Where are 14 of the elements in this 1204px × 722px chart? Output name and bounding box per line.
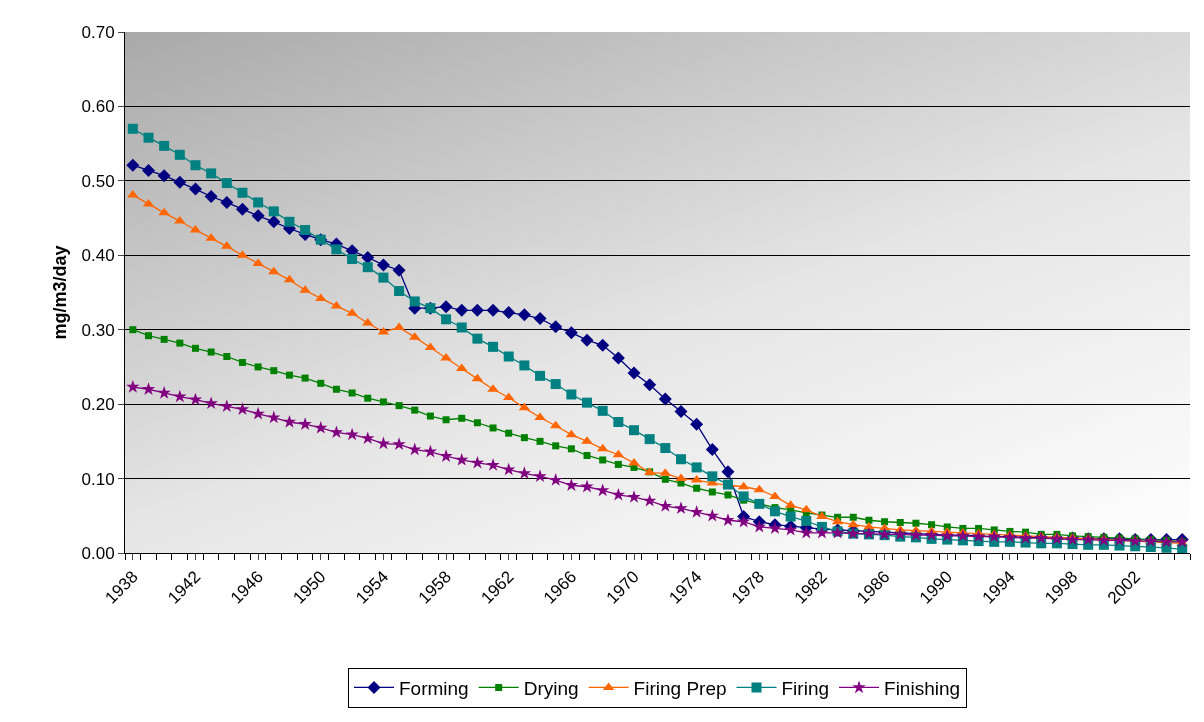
y-axis-title: mg/m3/day — [49, 245, 70, 340]
y-tick-label: 0.50 — [81, 171, 115, 191]
legend-label: Finishing — [884, 677, 961, 699]
y-tick-label: 0.00 — [81, 543, 115, 563]
y-tick-label: 0.30 — [81, 320, 115, 340]
y-tick-label: 0.20 — [81, 395, 115, 415]
legend-label: Firing Prep — [633, 677, 727, 699]
y-tick-label: 0.70 — [81, 22, 115, 42]
legend-label: Firing — [781, 677, 830, 699]
y-tick-label: 0.60 — [81, 97, 115, 117]
legend-label: Forming — [399, 677, 469, 699]
y-tick-label: 0.40 — [81, 246, 115, 266]
legend-label: Drying — [523, 677, 579, 699]
y-tick-label: 0.10 — [81, 469, 115, 489]
